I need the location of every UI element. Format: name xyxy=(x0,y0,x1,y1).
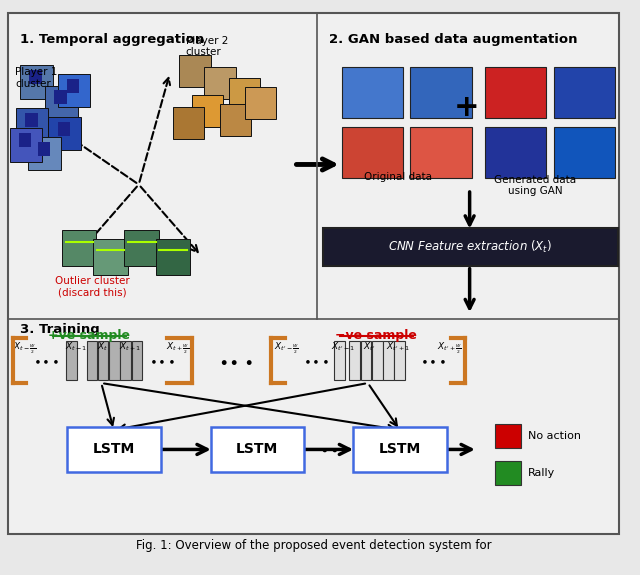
Text: Original data: Original data xyxy=(364,172,432,182)
Text: 1. Temporal aggregation: 1. Temporal aggregation xyxy=(20,33,204,46)
FancyBboxPatch shape xyxy=(10,128,42,162)
FancyBboxPatch shape xyxy=(62,230,96,266)
FancyBboxPatch shape xyxy=(179,55,211,87)
FancyBboxPatch shape xyxy=(394,342,405,380)
FancyBboxPatch shape xyxy=(342,127,403,178)
FancyBboxPatch shape xyxy=(495,461,521,485)
FancyBboxPatch shape xyxy=(353,427,447,472)
FancyBboxPatch shape xyxy=(204,67,236,99)
FancyBboxPatch shape xyxy=(58,74,90,108)
FancyBboxPatch shape xyxy=(58,121,70,136)
Text: 3. Training: 3. Training xyxy=(20,323,100,336)
FancyBboxPatch shape xyxy=(66,342,77,380)
FancyBboxPatch shape xyxy=(245,87,276,118)
FancyBboxPatch shape xyxy=(67,79,79,93)
Text: $X_{t^{\prime}-1}$: $X_{t^{\prime}-1}$ xyxy=(332,340,356,352)
Text: $X_{t^{\prime}+\frac{W}{2}}$: $X_{t^{\prime}+\frac{W}{2}}$ xyxy=(437,340,462,355)
FancyBboxPatch shape xyxy=(20,66,52,99)
FancyBboxPatch shape xyxy=(383,342,394,380)
FancyBboxPatch shape xyxy=(211,427,304,472)
Text: +ve sample: +ve sample xyxy=(48,329,130,342)
FancyBboxPatch shape xyxy=(16,109,48,141)
Text: $\bullet\!\bullet\!\bullet$: $\bullet\!\bullet\!\bullet$ xyxy=(420,354,447,367)
FancyBboxPatch shape xyxy=(410,127,472,178)
FancyBboxPatch shape xyxy=(229,78,260,110)
Text: Player 2
cluster: Player 2 cluster xyxy=(186,36,228,58)
FancyBboxPatch shape xyxy=(485,127,547,178)
Text: $\bullet\!\bullet\!\bullet$: $\bullet\!\bullet\!\bullet$ xyxy=(303,354,330,367)
FancyBboxPatch shape xyxy=(48,117,81,150)
Text: LSTM: LSTM xyxy=(93,442,135,457)
Text: Outlier cluster
(discard this): Outlier cluster (discard this) xyxy=(54,276,129,298)
FancyBboxPatch shape xyxy=(86,342,97,380)
Text: $X_{t}$: $X_{t}$ xyxy=(97,340,108,352)
Text: $X_{t^{\prime}}$: $X_{t^{\prime}}$ xyxy=(364,340,376,352)
Text: $\mathit{CNN\ Feature\ extraction}\ (X_t)$: $\mathit{CNN\ Feature\ extraction}\ (X_t… xyxy=(388,239,552,255)
FancyBboxPatch shape xyxy=(124,230,159,266)
Text: LSTM: LSTM xyxy=(236,442,278,457)
Text: $\bullet\!\bullet\!\bullet$: $\bullet\!\bullet\!\bullet$ xyxy=(218,352,253,370)
Text: Generated data
using GAN: Generated data using GAN xyxy=(494,175,576,197)
Text: $X_{t+\frac{W}{2}}$: $X_{t+\frac{W}{2}}$ xyxy=(166,340,189,355)
FancyBboxPatch shape xyxy=(342,67,403,117)
FancyBboxPatch shape xyxy=(120,342,131,380)
FancyBboxPatch shape xyxy=(361,342,371,380)
Text: $X_{t^{\prime}-\frac{W}{2}}$: $X_{t^{\prime}-\frac{W}{2}}$ xyxy=(273,340,299,355)
FancyBboxPatch shape xyxy=(323,228,618,266)
FancyBboxPatch shape xyxy=(19,133,31,147)
Text: 2. GAN based data augmentation: 2. GAN based data augmentation xyxy=(329,33,578,46)
Text: Rally: Rally xyxy=(528,468,556,478)
FancyBboxPatch shape xyxy=(554,127,615,178)
Text: $X_{t-\frac{W}{2}}$: $X_{t-\frac{W}{2}}$ xyxy=(13,340,36,355)
FancyBboxPatch shape xyxy=(554,67,615,117)
Text: +: + xyxy=(454,93,479,122)
FancyBboxPatch shape xyxy=(372,342,383,380)
FancyBboxPatch shape xyxy=(45,86,77,118)
FancyBboxPatch shape xyxy=(8,13,620,534)
FancyBboxPatch shape xyxy=(132,342,142,380)
FancyBboxPatch shape xyxy=(485,67,547,117)
Text: Fig. 1: Overview of the proposed event detection system for: Fig. 1: Overview of the proposed event d… xyxy=(136,539,492,552)
FancyBboxPatch shape xyxy=(67,427,161,472)
FancyBboxPatch shape xyxy=(109,342,120,380)
FancyBboxPatch shape xyxy=(156,239,190,275)
Text: $X_{t+1}$: $X_{t+1}$ xyxy=(119,340,141,352)
FancyBboxPatch shape xyxy=(54,90,67,105)
FancyBboxPatch shape xyxy=(192,95,223,127)
Text: $X_{t^{\prime}+1}$: $X_{t^{\prime}+1}$ xyxy=(386,340,410,352)
FancyBboxPatch shape xyxy=(410,67,472,117)
FancyBboxPatch shape xyxy=(25,113,38,127)
FancyBboxPatch shape xyxy=(38,141,50,156)
FancyBboxPatch shape xyxy=(28,137,61,170)
FancyBboxPatch shape xyxy=(29,70,42,85)
Text: No action: No action xyxy=(528,431,581,440)
FancyBboxPatch shape xyxy=(93,239,127,275)
Text: $\bullet\!\bullet$: $\bullet\!\bullet$ xyxy=(319,442,338,457)
FancyBboxPatch shape xyxy=(495,424,521,448)
Text: $X_{t-1}$: $X_{t-1}$ xyxy=(65,340,88,352)
FancyBboxPatch shape xyxy=(349,342,360,380)
Text: −ve sample: −ve sample xyxy=(335,329,417,342)
FancyBboxPatch shape xyxy=(173,107,204,139)
FancyBboxPatch shape xyxy=(220,104,251,136)
FancyBboxPatch shape xyxy=(98,342,108,380)
Text: $\bullet\!\bullet\!\bullet$: $\bullet\!\bullet\!\bullet$ xyxy=(149,354,176,367)
Text: LSTM: LSTM xyxy=(379,442,421,457)
Text: Player 1
cluster: Player 1 cluster xyxy=(15,67,58,89)
Text: $\bullet\!\bullet\!\bullet$: $\bullet\!\bullet\!\bullet$ xyxy=(33,354,60,367)
FancyBboxPatch shape xyxy=(335,342,345,380)
